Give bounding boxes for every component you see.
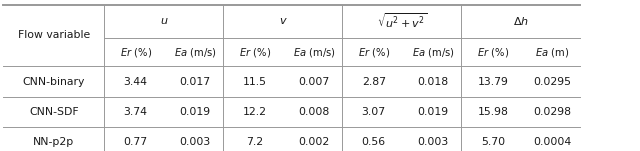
Text: 11.5: 11.5 bbox=[243, 77, 267, 87]
Text: $Ea$ (m/s): $Ea$ (m/s) bbox=[173, 46, 217, 59]
Text: 3.44: 3.44 bbox=[124, 77, 148, 87]
Text: $Er$ (%): $Er$ (%) bbox=[358, 46, 390, 59]
Text: $Ea$ (m/s): $Ea$ (m/s) bbox=[292, 46, 336, 59]
Text: Flow variable: Flow variable bbox=[18, 31, 90, 40]
Text: CNN-binary: CNN-binary bbox=[22, 77, 85, 87]
Text: 0.0295: 0.0295 bbox=[533, 77, 572, 87]
Text: 0.77: 0.77 bbox=[124, 137, 148, 147]
Text: $Er$ (%): $Er$ (%) bbox=[477, 46, 509, 59]
Text: 0.0004: 0.0004 bbox=[533, 137, 572, 147]
Text: $Ea$ (m): $Ea$ (m) bbox=[535, 46, 570, 59]
Text: 0.0298: 0.0298 bbox=[533, 107, 572, 117]
Text: 7.2: 7.2 bbox=[246, 137, 263, 147]
Text: 0.017: 0.017 bbox=[180, 77, 211, 87]
Text: $Er$ (%): $Er$ (%) bbox=[239, 46, 271, 59]
Text: 2.87: 2.87 bbox=[362, 77, 386, 87]
Text: $Er$ (%): $Er$ (%) bbox=[120, 46, 152, 59]
Text: 13.79: 13.79 bbox=[477, 77, 508, 87]
Text: $\sqrt{u^2+v^2}$: $\sqrt{u^2+v^2}$ bbox=[376, 12, 428, 30]
Text: 3.07: 3.07 bbox=[362, 107, 386, 117]
Text: CNN-SDF: CNN-SDF bbox=[29, 107, 79, 117]
Text: $u$: $u$ bbox=[159, 16, 168, 26]
Text: 0.019: 0.019 bbox=[180, 107, 211, 117]
Text: 0.019: 0.019 bbox=[418, 107, 449, 117]
Text: 0.002: 0.002 bbox=[299, 137, 330, 147]
Text: 15.98: 15.98 bbox=[477, 107, 508, 117]
Text: 3.74: 3.74 bbox=[124, 107, 148, 117]
Text: $\Delta h$: $\Delta h$ bbox=[513, 15, 529, 27]
Text: 5.70: 5.70 bbox=[481, 137, 505, 147]
Text: 12.2: 12.2 bbox=[243, 107, 267, 117]
Text: NN-p2p: NN-p2p bbox=[33, 137, 74, 147]
Text: 0.003: 0.003 bbox=[418, 137, 449, 147]
Text: 0.008: 0.008 bbox=[299, 107, 330, 117]
Text: 0.018: 0.018 bbox=[418, 77, 449, 87]
Text: 0.007: 0.007 bbox=[299, 77, 330, 87]
Text: $Ea$ (m/s): $Ea$ (m/s) bbox=[412, 46, 455, 59]
Text: 0.56: 0.56 bbox=[362, 137, 386, 147]
Text: 0.003: 0.003 bbox=[180, 137, 211, 147]
Text: $v$: $v$ bbox=[278, 16, 287, 26]
